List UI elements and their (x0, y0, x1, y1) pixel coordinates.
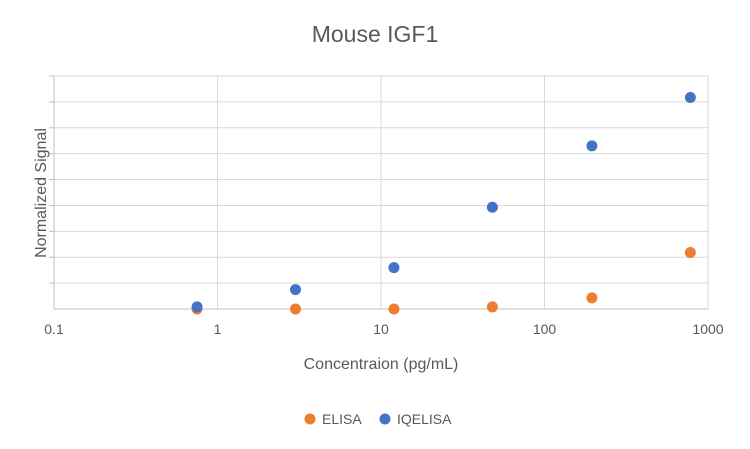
legend-marker (379, 413, 391, 425)
y-axis-title: Normalized Signal (33, 128, 50, 258)
data-point-elisa (586, 292, 598, 304)
data-point-elisa (388, 303, 400, 315)
data-points (191, 91, 696, 315)
legend-label: ELISA (322, 411, 362, 427)
x-axis-title: Concentraion (pg/mL) (304, 356, 459, 373)
legend-item-elisa: ELISA (304, 411, 362, 427)
data-point-iqelisa (486, 201, 498, 213)
chart-title: Mouse IGF1 (312, 21, 439, 47)
x-tick-label: 100 (533, 321, 557, 337)
data-point-iqelisa (290, 284, 302, 296)
data-point-elisa (684, 247, 696, 259)
legend: ELISA IQELISA (304, 411, 452, 427)
legend-marker (304, 413, 316, 425)
data-point-iqelisa (684, 91, 696, 103)
x-tick-label: 10 (373, 321, 389, 337)
legend-item-iqelisa: IQELISA (379, 411, 452, 427)
data-point-iqelisa (586, 140, 598, 152)
x-tick-label: 0.1 (44, 321, 64, 337)
x-tick-label: 1 (214, 321, 222, 337)
axes (49, 75, 708, 310)
x-tick-label: 1000 (692, 321, 723, 337)
x-tick-labels: 0.1 1 10 100 1000 (44, 321, 724, 337)
data-point-iqelisa (388, 262, 400, 274)
legend-label: IQELISA (397, 411, 452, 427)
gridlines (53, 75, 709, 309)
data-point-elisa (486, 301, 498, 313)
data-point-elisa (290, 303, 302, 315)
data-point-iqelisa (191, 301, 203, 313)
